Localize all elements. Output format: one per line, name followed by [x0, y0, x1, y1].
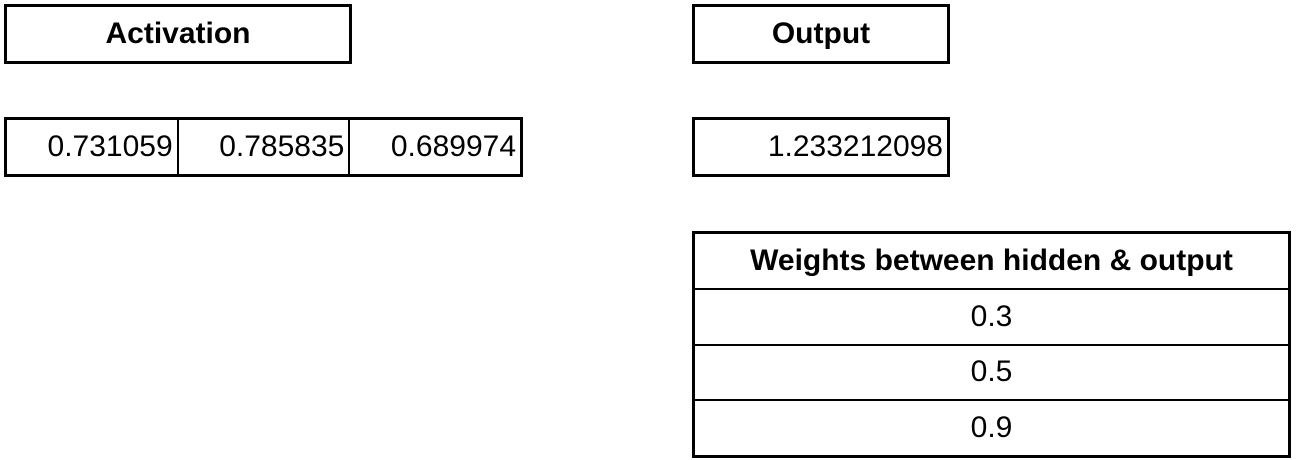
weight-cell[interactable]: 0.5 [695, 343, 1288, 400]
activation-header: Activation [4, 4, 352, 64]
weights-table-header: Weights between hidden & output [695, 234, 1288, 290]
activation-header-label: Activation [105, 17, 251, 50]
output-header: Output [692, 4, 950, 64]
activation-values-row: 0.731059 0.785835 0.689974 [4, 117, 523, 177]
weight-cell[interactable]: 0.9 [695, 399, 1288, 455]
activation-cell[interactable]: 0.785835 [176, 120, 349, 174]
output-value: 1.233212098 [767, 130, 943, 163]
activation-cell[interactable]: 0.689974 [348, 120, 520, 174]
output-value-cell[interactable]: 1.233212098 [692, 117, 950, 177]
activation-cell[interactable]: 0.731059 [47, 130, 173, 163]
output-header-label: Output [771, 17, 871, 50]
weight-cell[interactable]: 0.3 [970, 299, 1013, 333]
weights-table: Weights between hidden & output 0.3 0.5 … [692, 231, 1291, 458]
